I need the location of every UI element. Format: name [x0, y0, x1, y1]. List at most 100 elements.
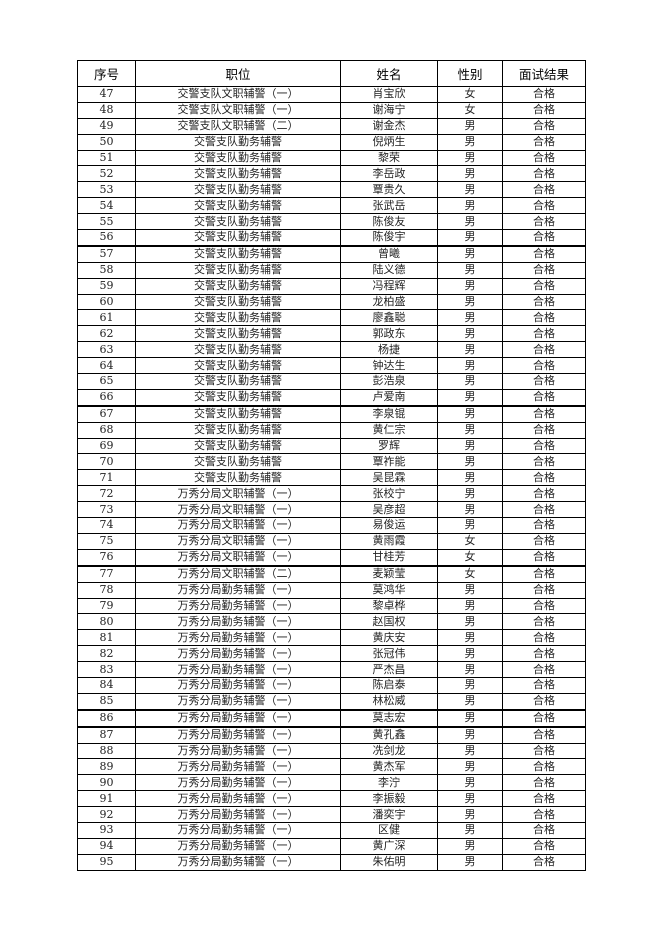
- cell-position: 交警支队勤务辅警: [135, 229, 341, 247]
- cell-result: 合格: [502, 581, 586, 599]
- cell-gender: 男: [437, 437, 503, 455]
- cell-gender: 男: [437, 309, 503, 327]
- header-gender: 性别: [437, 60, 503, 87]
- cell-gender: 男: [437, 181, 503, 199]
- cell-name: 谢金杰: [340, 117, 438, 135]
- cell-result: 合格: [502, 261, 586, 279]
- cell-gender: 男: [437, 165, 503, 183]
- table-row: 67 交警支队勤务辅警 李泉锟男合格: [77, 404, 586, 423]
- table-row: 52 交警支队勤务辅警 李岳政男合格: [77, 165, 586, 183]
- cell-position: 交警支队文职辅警（一）: [135, 101, 341, 119]
- cell-index: 62: [77, 325, 136, 343]
- cell-position: 万秀分局勤务辅警（一）: [135, 806, 341, 823]
- cell-name: 李泉锟: [340, 404, 438, 423]
- cell-index: 68: [77, 421, 136, 439]
- cell-name: 郭政东: [340, 325, 438, 343]
- cell-index: 48: [77, 101, 136, 119]
- header-result: 面试结果: [502, 60, 586, 87]
- table-row: 95 万秀分局勤务辅警（一） 朱佑明男合格: [77, 853, 586, 871]
- cell-result: 合格: [502, 806, 586, 823]
- cell-gender: 女: [437, 532, 503, 550]
- table-row: 50 交警支队勤务辅警 倪炳生男合格: [77, 133, 586, 151]
- table-row: 51 交警支队勤务辅警 黎荣男合格: [77, 149, 586, 167]
- cell-index: 67: [77, 404, 136, 423]
- cell-index: 71: [77, 469, 136, 487]
- table-row: 78 万秀分局勤务辅警（一） 莫鸿华男合格: [77, 581, 586, 599]
- cell-position: 万秀分局勤务辅警（一）: [135, 645, 341, 663]
- cell-name: 吴昆霖: [340, 469, 438, 487]
- cell-position: 万秀分局勤务辅警（一）: [135, 774, 341, 792]
- cell-index: 52: [77, 165, 136, 183]
- cell-position: 交警支队勤务辅警: [135, 293, 341, 311]
- cell-result: 合格: [502, 853, 586, 871]
- cell-result: 合格: [502, 404, 586, 423]
- cell-position: 万秀分局勤务辅警（一）: [135, 821, 341, 839]
- cell-position: 交警支队勤务辅警: [135, 404, 341, 423]
- cell-gender: 男: [437, 853, 503, 871]
- cell-name: 黄雨霞: [340, 532, 438, 550]
- cell-index: 90: [77, 774, 136, 792]
- interview-results-table: 序号 职位 姓名 性别 面试结果 47 交警支队文职辅警（一） 肖宝欣女合格 48 交警…: [77, 60, 586, 871]
- table-row: 80 万秀分局勤务辅警（一） 赵国权男合格: [77, 613, 586, 631]
- cell-result: 合格: [502, 676, 586, 694]
- cell-index: 83: [77, 661, 136, 678]
- cell-gender: 男: [437, 790, 503, 808]
- cell-position: 万秀分局文职辅警（二）: [135, 564, 341, 583]
- table-row: 47 交警支队文职辅警（一） 肖宝欣女合格: [77, 86, 586, 103]
- table-row: 83 万秀分局勤务辅警（一） 严杰昌男合格: [77, 661, 586, 678]
- table-row: 76 万秀分局文职辅警（一） 甘桂芳女合格: [77, 548, 586, 567]
- header-name: 姓名: [340, 60, 438, 87]
- cell-index: 95: [77, 853, 136, 871]
- cell-result: 合格: [502, 692, 586, 711]
- table-row: 70 交警支队勤务辅警 覃祚能男合格: [77, 453, 586, 471]
- cell-position: 交警支队勤务辅警: [135, 181, 341, 199]
- cell-index: 94: [77, 837, 136, 855]
- cell-index: 65: [77, 373, 136, 390]
- table-row: 86 万秀分局勤务辅警（一） 莫志宏男合格: [77, 708, 586, 728]
- table-row: 59 交警支队勤务辅警 冯程辉男合格: [77, 277, 586, 295]
- cell-position: 交警支队勤务辅警: [135, 213, 341, 231]
- cell-index: 63: [77, 341, 136, 359]
- cell-name: 易俊运: [340, 517, 438, 534]
- cell-index: 55: [77, 213, 136, 231]
- cell-result: 合格: [502, 149, 586, 167]
- cell-index: 79: [77, 597, 136, 615]
- cell-index: 58: [77, 261, 136, 279]
- table-row: 84 万秀分局勤务辅警（一） 陈启泰男合格: [77, 676, 586, 694]
- cell-index: 91: [77, 790, 136, 808]
- cell-position: 万秀分局文职辅警（一）: [135, 548, 341, 567]
- table-row: 74 万秀分局文职辅警（一） 易俊运男合格: [77, 517, 586, 534]
- cell-gender: 男: [437, 581, 503, 599]
- cell-index: 59: [77, 277, 136, 295]
- header-row: 序号 职位 姓名 性别 面试结果: [77, 60, 586, 87]
- cell-position: 交警支队勤务辅警: [135, 341, 341, 359]
- table-row: 87 万秀分局勤务辅警（一） 黄孔鑫男合格: [77, 725, 586, 744]
- cell-name: 龙柏盛: [340, 293, 438, 311]
- cell-index: 85: [77, 692, 136, 711]
- header-position: 职位: [135, 60, 341, 87]
- cell-name: 林松威: [340, 692, 438, 711]
- header-index: 序号: [77, 60, 136, 87]
- table-row: 69 交警支队勤务辅警 罗辉男合格: [77, 437, 586, 455]
- table-row: 91 万秀分局勤务辅警（一） 李振毅男合格: [77, 790, 586, 808]
- cell-gender: 男: [437, 708, 503, 728]
- cell-name: 覃祚能: [340, 453, 438, 471]
- cell-index: 82: [77, 645, 136, 663]
- cell-name: 张武岳: [340, 197, 438, 215]
- cell-position: 万秀分局勤务辅警（一）: [135, 676, 341, 694]
- cell-result: 合格: [502, 469, 586, 487]
- cell-position: 交警支队勤务辅警: [135, 149, 341, 167]
- table-row: 89 万秀分局勤务辅警（一） 黄杰军男合格: [77, 758, 586, 776]
- cell-position: 万秀分局勤务辅警（一）: [135, 708, 341, 728]
- cell-result: 合格: [502, 485, 586, 503]
- cell-index: 73: [77, 501, 136, 519]
- cell-index: 50: [77, 133, 136, 151]
- cell-result: 合格: [502, 821, 586, 839]
- cell-gender: 男: [437, 645, 503, 663]
- cell-gender: 男: [437, 149, 503, 167]
- cell-gender: 男: [437, 821, 503, 839]
- cell-index: 89: [77, 758, 136, 776]
- table-row: 63 交警支队勤务辅警 杨捷男合格: [77, 341, 586, 359]
- table-row: 93 万秀分局勤务辅警（一） 区健男合格: [77, 821, 586, 839]
- cell-name: 黄杰军: [340, 758, 438, 776]
